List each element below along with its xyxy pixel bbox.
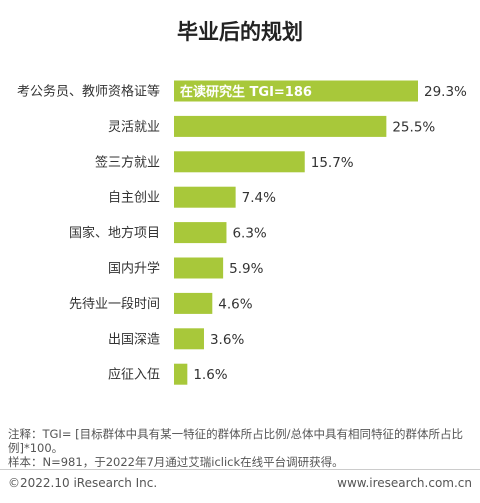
- category-label: 出国深造: [108, 332, 160, 347]
- website-url: www.iresearch.com.cn: [337, 476, 472, 490]
- value-label: 1.6%: [193, 367, 227, 383]
- category-label: 签三方就业: [95, 154, 160, 170]
- category-label: 灵活就业: [108, 120, 160, 135]
- value-label: 5.9%: [229, 261, 263, 277]
- bar: [174, 115, 387, 137]
- value-label: 15.7%: [311, 155, 354, 171]
- chart-title: 毕业后的规划: [177, 20, 303, 44]
- bar: [174, 151, 305, 173]
- note-tgi: 注释：TGI= [目标群体中具有某一特征的群体所占比例/总体中具有相同特征的群体…: [8, 427, 463, 455]
- category-label: 国内升学: [108, 261, 160, 277]
- note-sample: 样本：N=981，于2022年7月通过艾瑞iclick在线平台调研获得。: [8, 455, 344, 469]
- value-label: 25.5%: [392, 119, 435, 135]
- bar: [174, 257, 224, 279]
- bar: [174, 292, 213, 314]
- bar: [174, 222, 227, 244]
- category-label: 应征入伍: [108, 367, 160, 383]
- bar: [174, 363, 188, 385]
- tgi-annotation: 在读研究生 TGI=186: [180, 84, 312, 100]
- bar-chart: 考公务员、教师资格证等 29.3% 在读研究生 TGI=186 灵活就业 25.5% 签三…: [17, 80, 467, 385]
- category-label: 先待业一段时间: [69, 297, 160, 312]
- bar: [174, 80, 418, 102]
- bar: [174, 186, 236, 208]
- category-label: 考公务员、教师资格证等: [17, 84, 160, 100]
- value-label: 7.4%: [242, 190, 276, 206]
- value-label: 3.6%: [210, 332, 244, 348]
- value-label: 4.6%: [218, 296, 252, 312]
- value-label: 29.3%: [424, 84, 467, 100]
- category-label: 自主创业: [108, 191, 160, 206]
- bar: [174, 328, 204, 350]
- copyright: ©2022.10 iResearch Inc.: [8, 476, 158, 490]
- footer-divider: [0, 469, 480, 470]
- category-label: 国家、地方项目: [69, 225, 160, 241]
- notes: 注释：TGI= [目标群体中具有某一特征的群体所占比例/总体中具有相同特征的群体…: [8, 427, 472, 469]
- value-label: 6.3%: [232, 226, 266, 242]
